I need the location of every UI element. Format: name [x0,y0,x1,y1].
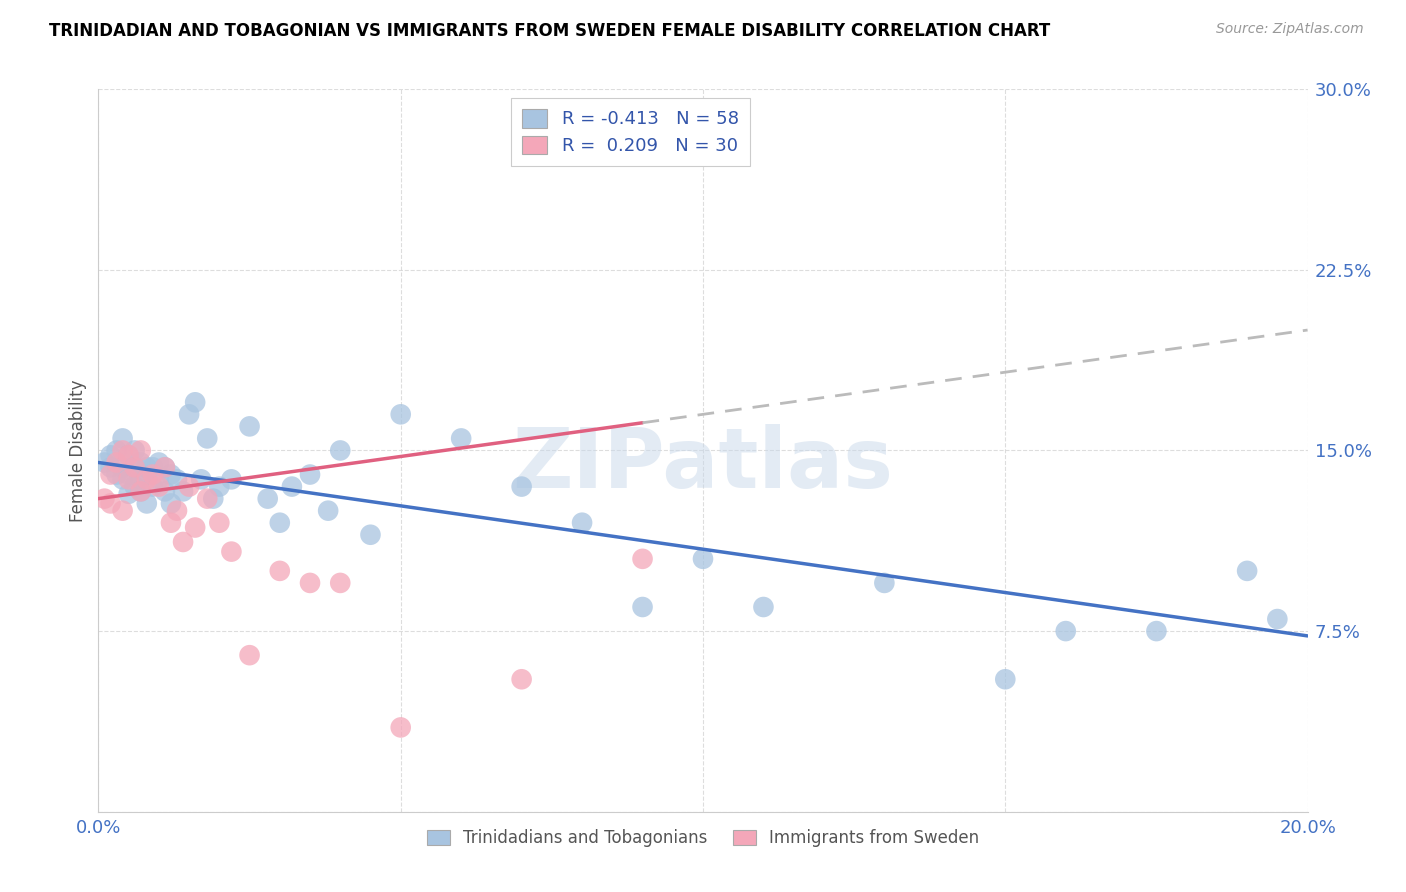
Point [1267,612,1289,626]
Point [153,460,176,475]
Point [111,431,134,445]
Point [93,491,115,506]
Point [118,472,141,486]
Point [105,455,128,469]
Point [208,480,231,494]
Point [239,648,262,662]
Point [118,487,141,501]
Point [195,491,218,506]
Point [221,472,243,486]
Point [111,503,134,517]
Point [153,484,176,499]
Point [329,576,352,591]
Text: Source: ZipAtlas.com: Source: ZipAtlas.com [1216,22,1364,37]
Point [148,480,170,494]
Point [111,460,134,475]
Point [135,472,157,486]
Point [510,480,533,494]
Point [692,551,714,566]
Point [105,467,128,482]
Point [179,480,201,494]
Point [129,455,152,469]
Point [100,448,122,462]
Point [195,431,218,445]
Point [360,527,382,541]
Point [221,544,243,558]
Legend: Trinidadians and Tobagonians, Immigrants from Sweden: Trinidadians and Tobagonians, Immigrants… [420,822,986,854]
Y-axis label: Female Disability: Female Disability [69,379,87,522]
Point [1144,624,1167,639]
Point [160,467,183,482]
Point [179,407,201,421]
Point [135,496,157,510]
Point [389,721,412,735]
Point [142,480,165,494]
Point [571,516,593,530]
Point [124,460,146,475]
Point [160,516,183,530]
Point [148,472,170,486]
Point [1054,624,1077,639]
Point [389,407,412,421]
Point [148,455,170,469]
Point [129,484,152,499]
Point [510,673,533,687]
Point [124,480,146,494]
Text: TRINIDADIAN AND TOBAGONIAN VS IMMIGRANTS FROM SWEDEN FEMALE DISABILITY CORRELATI: TRINIDADIAN AND TOBAGONIAN VS IMMIGRANTS… [49,22,1050,40]
Point [142,460,165,475]
Point [1236,564,1258,578]
Point [160,496,183,510]
Point [256,491,278,506]
Point [118,448,141,462]
Point [111,443,134,458]
Point [124,460,146,475]
Text: ZIPatlas: ZIPatlas [513,425,893,506]
Point [172,535,194,549]
Point [190,472,212,486]
Point [269,516,291,530]
Point [129,484,152,499]
Point [299,576,322,591]
Point [135,467,157,482]
Point [124,443,146,458]
Point [142,467,165,482]
Point [329,443,352,458]
Point [105,443,128,458]
Point [166,472,188,486]
Point [129,472,152,486]
Point [100,460,122,475]
Point [208,516,231,530]
Point [184,395,207,409]
Point [153,460,176,475]
Point [239,419,262,434]
Point [118,448,141,462]
Point [111,472,134,486]
Point [93,455,115,469]
Point [994,673,1017,687]
Point [184,520,207,534]
Point [166,503,188,517]
Point [118,467,141,482]
Point [129,443,152,458]
Point [873,576,896,591]
Point [100,467,122,482]
Point [631,599,654,614]
Point [281,480,304,494]
Point [100,496,122,510]
Point [269,564,291,578]
Point [450,431,472,445]
Point [316,503,339,517]
Point [752,599,775,614]
Point [172,484,194,499]
Point [299,467,322,482]
Point [202,491,225,506]
Point [631,551,654,566]
Point [135,460,157,475]
